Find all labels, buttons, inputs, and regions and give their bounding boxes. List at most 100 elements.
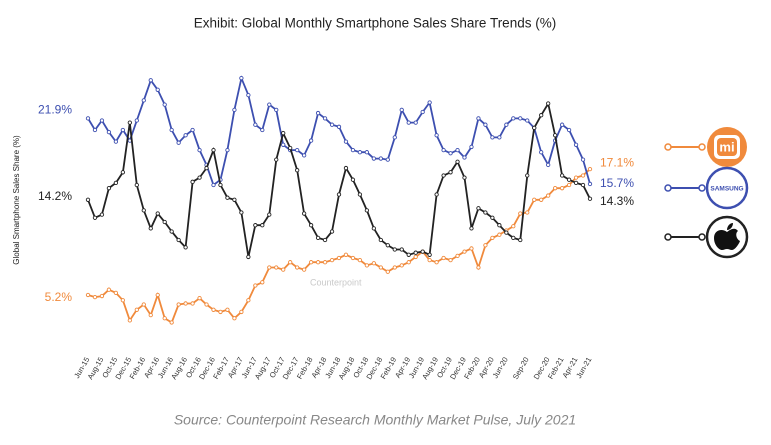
data-point <box>315 110 321 116</box>
data-point <box>462 175 467 180</box>
data-point <box>546 101 551 106</box>
data-point <box>448 257 453 263</box>
data-point <box>399 263 404 268</box>
data-point <box>427 257 432 263</box>
data-point <box>225 147 230 153</box>
legend-label: SAMSUNG <box>710 186 743 193</box>
data-point <box>559 186 565 191</box>
data-point <box>532 125 537 131</box>
data-point <box>169 320 174 325</box>
data-point <box>267 102 272 107</box>
data-point <box>469 144 474 150</box>
series-line <box>87 75 591 187</box>
data-point <box>190 127 195 133</box>
data-point <box>281 267 286 272</box>
data-point <box>546 162 551 168</box>
data-point <box>364 150 370 155</box>
end-label: 17.1% <box>600 155 634 169</box>
data-point <box>225 195 230 200</box>
data-point <box>127 318 132 323</box>
data-point <box>350 147 356 153</box>
data-point <box>85 292 91 298</box>
data-point <box>301 267 307 272</box>
watermark: Counterpoint <box>310 277 362 287</box>
data-point <box>106 287 112 292</box>
data-point <box>134 118 139 123</box>
legend-marker <box>664 233 672 241</box>
data-point <box>448 151 453 156</box>
data-point <box>587 196 593 201</box>
data-point <box>385 243 390 248</box>
data-point <box>246 92 251 98</box>
data-point <box>301 211 307 216</box>
data-point <box>204 165 209 171</box>
data-point <box>322 237 328 243</box>
data-point <box>281 142 286 147</box>
data-point <box>504 122 509 127</box>
data-point <box>483 122 488 127</box>
data-point <box>336 255 342 261</box>
data-point <box>406 120 411 125</box>
data-point <box>288 260 293 265</box>
data-point <box>260 280 265 285</box>
data-point <box>99 293 105 299</box>
data-point <box>204 302 209 307</box>
legend-logo-mark <box>727 223 733 230</box>
data-point <box>232 107 237 113</box>
data-point <box>483 210 488 215</box>
data-point <box>399 107 404 113</box>
data-point <box>141 302 146 307</box>
data-point <box>322 260 328 265</box>
data-point <box>246 298 251 303</box>
data-point <box>295 265 300 270</box>
data-point <box>378 265 383 270</box>
data-point <box>315 235 321 241</box>
data-point <box>441 255 446 261</box>
data-point <box>155 292 160 298</box>
data-point <box>225 307 230 312</box>
data-point <box>392 265 397 270</box>
data-point <box>148 312 153 318</box>
data-point <box>308 260 314 265</box>
data-point <box>580 173 586 178</box>
data-point <box>127 120 132 125</box>
data-point <box>134 307 139 312</box>
data-point <box>511 235 516 241</box>
data-point <box>253 122 258 127</box>
data-point <box>274 265 279 270</box>
legend-label: mi <box>719 139 734 154</box>
data-point <box>350 255 356 261</box>
data-point <box>539 197 544 202</box>
data-point <box>357 150 363 155</box>
data-point <box>120 298 126 303</box>
data-point <box>364 208 370 213</box>
data-point <box>211 307 216 312</box>
data-point <box>92 215 98 220</box>
data-point <box>559 122 565 127</box>
data-point <box>587 181 593 187</box>
data-point <box>469 226 474 231</box>
data-point <box>441 147 446 153</box>
data-point <box>239 309 244 315</box>
data-point <box>385 157 390 162</box>
end-label: 14.3% <box>600 194 634 208</box>
data-point <box>281 131 286 136</box>
data-point <box>336 124 342 129</box>
data-point <box>504 230 509 235</box>
data-point <box>85 116 91 121</box>
data-point <box>455 159 460 164</box>
data-point <box>176 237 181 243</box>
data-point <box>336 192 342 197</box>
data-point <box>462 249 467 254</box>
data-point <box>357 257 363 263</box>
data-point <box>406 260 411 265</box>
data-point <box>322 116 328 121</box>
data-point <box>497 135 502 140</box>
data-point <box>427 252 432 257</box>
data-point <box>546 193 551 198</box>
data-point <box>350 177 356 182</box>
data-point <box>566 127 572 133</box>
data-point <box>197 147 202 153</box>
data-point <box>343 139 349 144</box>
data-point <box>176 140 181 145</box>
